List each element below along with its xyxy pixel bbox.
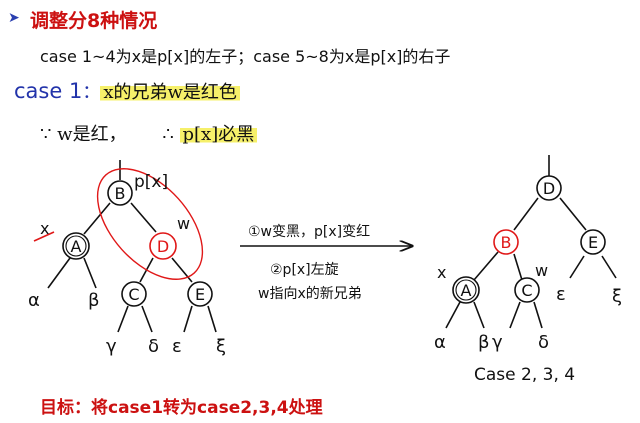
svg-text:E: E [195, 285, 205, 304]
rotation-highlight-ellipse [96, 168, 204, 280]
label-x-right: x [437, 263, 446, 282]
therefore-symbol: ∴ [162, 124, 174, 145]
label-w-left: w [177, 214, 190, 233]
case1-desc: x的兄弟w是红色 [100, 82, 240, 103]
case1-colon: ： [82, 82, 101, 103]
left-node-b: B [107, 180, 133, 206]
right-node-d: D [536, 175, 562, 201]
svg-text:A: A [71, 237, 82, 256]
right-leaf-gamma: γ [492, 332, 503, 353]
right-leaf-epsilon: ε [556, 284, 566, 305]
right-caption: Case 2, 3, 4 [474, 365, 575, 385]
left-node-c: C [121, 281, 147, 307]
left-leaf-gamma: γ [106, 336, 117, 357]
right-leaf-beta: β [478, 332, 490, 353]
label-px: p[x] [134, 172, 168, 192]
since-text: ∵ w是红， [40, 124, 127, 145]
left-leaf-epsilon: ε [172, 336, 182, 357]
right-leaf-xi: ξ [612, 286, 622, 307]
cases-line: case 1~4为x是p[x]的左子；case 5~8为x是p[x]的右子 [40, 47, 451, 66]
left-leaf-alpha: α [28, 290, 40, 311]
right-node-b: B [493, 229, 519, 255]
svg-text:D: D [543, 179, 555, 198]
right-node-a: A [452, 276, 480, 304]
step1-text: ①w变黑，p[x]变红 [248, 224, 370, 240]
step3-text: w指向x的新兄弟 [258, 286, 362, 302]
left-node-a: A [62, 232, 90, 260]
left-node-d: D [149, 232, 177, 260]
svg-text:C: C [128, 285, 139, 304]
goal-text: 目标：将case1转为case2,3,4处理 [40, 398, 323, 418]
step2-text: ②p[x]左旋 [270, 262, 339, 278]
case1-row: case 1： x的兄弟w是红色 [14, 78, 240, 104]
svg-text:A: A [461, 281, 472, 300]
left-leaf-delta: δ [148, 336, 159, 357]
right-leaf-delta: δ [538, 332, 549, 353]
left-tree-edges [47, 160, 217, 333]
left-leaf-xi: ξ [216, 336, 226, 357]
right-leaf-alpha: α [434, 332, 446, 353]
left-node-e: E [187, 281, 213, 307]
because-row: ∵ w是红， ∴ p[x]必黑 [40, 120, 258, 146]
triangle-bullet-icon: ➤ [8, 10, 20, 26]
x-pointer-mark [33, 231, 55, 242]
right-tree-edges [445, 155, 617, 329]
case1-label: case 1 [14, 79, 83, 103]
svg-text:D: D [157, 237, 169, 256]
svg-text:B: B [115, 184, 126, 203]
heading: 调整分8种情况 [30, 10, 158, 32]
svg-text:B: B [501, 233, 512, 252]
conclusion-text: p[x]必黑 [179, 124, 258, 145]
svg-text:C: C [521, 281, 532, 300]
svg-text:E: E [588, 233, 598, 252]
right-node-c: C [514, 277, 540, 303]
label-w-right: w [535, 261, 548, 280]
label-x-left: x [40, 219, 49, 238]
right-node-e: E [580, 229, 606, 255]
left-leaf-beta: β [88, 290, 100, 311]
